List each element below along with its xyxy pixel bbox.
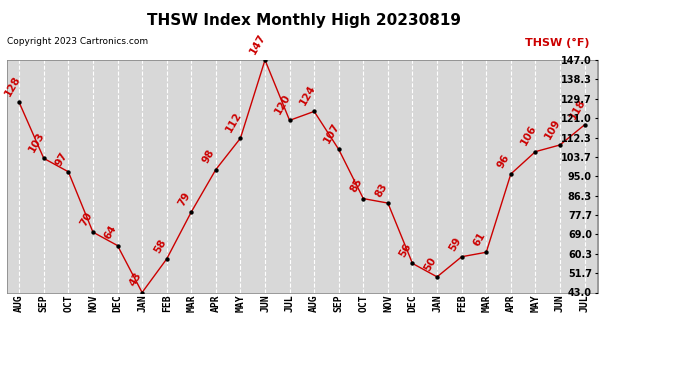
Point [137,290,148,296]
Text: 147: 147 [248,32,268,56]
Point [284,117,295,123]
Point [14,99,25,105]
Point [235,135,246,141]
Text: 58: 58 [152,237,168,255]
Text: 43: 43 [127,271,143,288]
Point [161,256,172,262]
Text: 56: 56 [397,242,413,259]
Text: THSW Index Monthly High 20230819: THSW Index Monthly High 20230819 [146,13,461,28]
Point [358,196,369,202]
Text: 128: 128 [3,75,22,98]
Point [579,122,590,128]
Text: 85: 85 [348,177,364,195]
Text: 64: 64 [103,224,119,242]
Text: 98: 98 [201,148,217,165]
Text: Copyright 2023 Cartronics.com: Copyright 2023 Cartronics.com [7,38,148,46]
Text: 50: 50 [422,255,438,273]
Text: 120: 120 [273,92,293,116]
Text: 124: 124 [297,83,317,107]
Point [38,155,49,161]
Text: 70: 70 [78,210,94,228]
Text: 97: 97 [53,150,70,168]
Point [210,166,221,172]
Text: 112: 112 [224,110,244,134]
Text: THSW (°F): THSW (°F) [526,38,590,48]
Point [505,171,516,177]
Point [456,254,467,260]
Point [382,200,393,206]
Point [112,243,123,249]
Point [259,57,270,63]
Point [555,142,566,148]
Text: 118: 118 [568,97,587,121]
Point [186,209,197,215]
Point [308,108,319,114]
Point [431,274,442,280]
Text: 79: 79 [177,190,193,208]
Text: 61: 61 [471,231,487,248]
Point [63,169,74,175]
Point [530,148,541,154]
Point [407,260,418,266]
Point [88,229,99,235]
Text: 107: 107 [322,121,342,145]
Point [481,249,492,255]
Text: 59: 59 [447,235,462,253]
Text: 106: 106 [519,124,538,147]
Text: 96: 96 [496,152,512,170]
Text: 109: 109 [543,117,563,141]
Text: 83: 83 [373,182,389,199]
Text: 103: 103 [27,130,47,154]
Point [333,146,344,152]
